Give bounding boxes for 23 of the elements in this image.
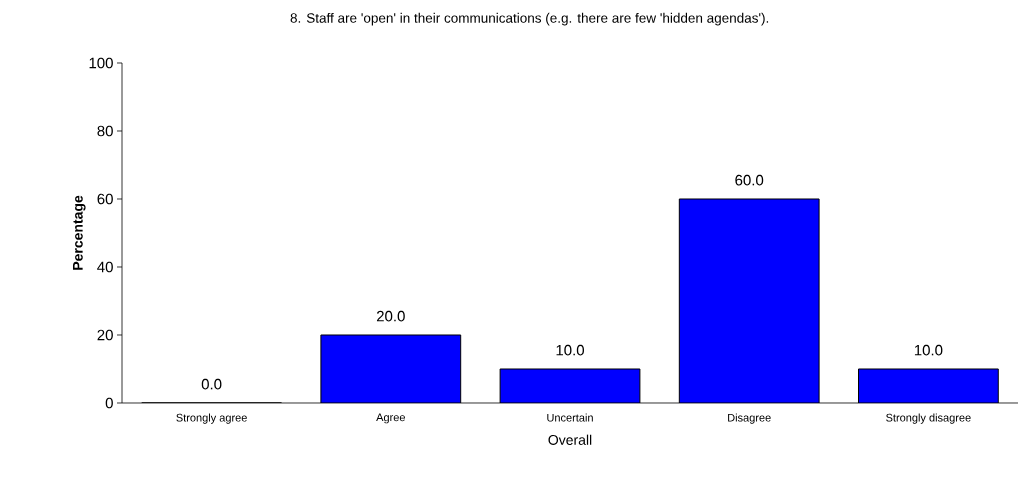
y-tick-label: 80: [97, 125, 113, 137]
x-tick-label: Agree: [376, 413, 405, 424]
y-tick-label: 20: [97, 329, 113, 341]
x-tick-label: Strongly disagree: [886, 413, 971, 424]
x-tick-label: Strongly agree: [176, 413, 247, 424]
chart-title: 8. Staff are 'open' in their communications (e.g. there are few 'hidden agendas').: [290, 12, 769, 26]
x-axis-title: Overall: [548, 434, 592, 445]
y-tick-label: 60: [97, 193, 113, 205]
data-label: 0.0: [201, 378, 222, 390]
bar: [858, 368, 999, 403]
data-label: 10.0: [556, 344, 584, 356]
y-axis-title: Percentage: [72, 195, 86, 270]
y-tick-label: 0: [105, 397, 113, 409]
y-tick-label: 40: [97, 261, 113, 273]
x-tick-label: Disagree: [728, 413, 771, 424]
data-label: 20.0: [376, 310, 405, 322]
bar: [500, 368, 640, 403]
y-tick-label: 100: [89, 57, 113, 69]
x-tick-label: Uncertain: [547, 413, 593, 422]
data-label: 60.0: [735, 174, 764, 186]
bar: [320, 334, 461, 403]
data-label: 10.0: [914, 344, 943, 356]
bar: [679, 198, 820, 403]
